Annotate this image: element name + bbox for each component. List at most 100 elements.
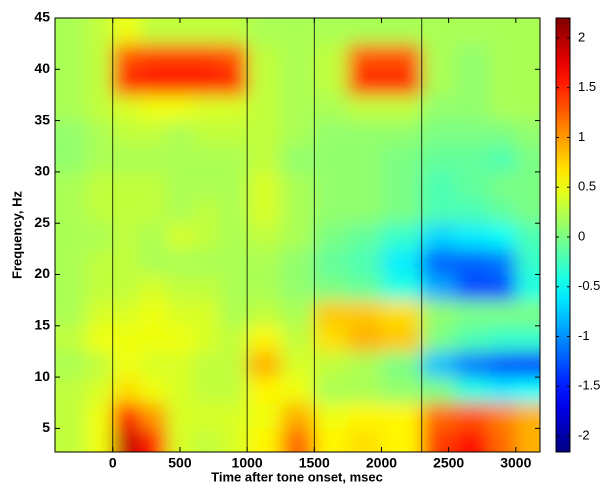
heatmap-cell	[455, 94, 490, 122]
heatmap-cell	[193, 197, 221, 224]
heatmap-cell	[347, 377, 382, 404]
heatmap-cell	[193, 43, 221, 70]
heatmap-cell	[139, 248, 168, 276]
heatmap-cell	[381, 402, 423, 429]
heatmap-cell	[314, 248, 349, 276]
heatmap-cell	[280, 377, 315, 404]
heatmap-cell	[515, 18, 540, 45]
heatmap-cell	[166, 94, 194, 122]
heatmap-cell	[488, 120, 517, 147]
heatmap-cell	[455, 402, 490, 429]
heatmap-cell	[314, 146, 349, 173]
heatmap-cell	[381, 171, 423, 199]
y-tick-label: 15	[34, 317, 50, 333]
heatmap-cell	[280, 248, 315, 276]
heatmap-cell	[220, 325, 248, 352]
heatmap-cell	[112, 300, 141, 327]
heatmap-cell	[85, 146, 114, 173]
heatmap-cell	[85, 120, 114, 147]
heatmap-cell	[381, 43, 423, 70]
heatmap-cell	[139, 146, 168, 173]
heatmap-cell	[488, 43, 517, 70]
heatmap-cell	[166, 428, 194, 452]
heatmap-cell	[381, 325, 423, 352]
heatmap-cell	[421, 94, 456, 122]
heatmap-cell	[166, 120, 194, 147]
heatmap-cell	[455, 197, 490, 224]
heatmap-cell	[421, 351, 456, 378]
heatmap-cell	[112, 197, 141, 224]
x-tick-label: 0	[109, 455, 117, 471]
heatmap-cell	[314, 43, 349, 70]
heatmap-cell	[314, 171, 349, 199]
heatmap-cell	[247, 351, 282, 378]
heatmap-cell	[421, 197, 456, 224]
heatmap-cell	[55, 300, 87, 327]
heatmap-cell	[314, 69, 349, 96]
heatmap-cell	[381, 274, 423, 301]
heatmap-cell	[488, 402, 517, 429]
heatmap-cell	[515, 300, 540, 327]
colorbar-tick-label: 0	[578, 228, 585, 243]
heatmap-cell	[139, 120, 168, 147]
heatmap-cell	[55, 248, 87, 276]
heatmap-cell	[421, 428, 456, 452]
heatmap-cell	[515, 248, 540, 276]
heatmap-cell	[220, 120, 248, 147]
heatmap-cell	[347, 120, 382, 147]
heatmap-cell	[347, 146, 382, 173]
heatmap-cell	[85, 69, 114, 96]
heatmap-cell	[280, 171, 315, 199]
heatmap-cell	[220, 18, 248, 45]
y-tick-label: 45	[34, 9, 50, 25]
colorbar-tick-label: -2	[578, 428, 590, 443]
heatmap-cell	[515, 146, 540, 173]
colorbar-tick-label: 1.5	[578, 79, 596, 94]
heatmap-cell	[166, 223, 194, 250]
heatmap-cell	[139, 377, 168, 404]
colorbar-tick-label: -1.5	[578, 378, 600, 393]
heatmap-cell	[280, 69, 315, 96]
heatmap-cell	[488, 69, 517, 96]
heatmap-cell	[247, 69, 282, 96]
heatmap-cell	[55, 94, 87, 122]
heatmap-cell	[314, 197, 349, 224]
heatmap-cell	[421, 18, 456, 45]
heatmap-cell	[515, 197, 540, 224]
heatmap-cell	[247, 120, 282, 147]
heatmap-cell	[55, 146, 87, 173]
heatmap-cell	[488, 223, 517, 250]
y-tick-label: 30	[34, 163, 50, 179]
heatmap-cell	[220, 43, 248, 70]
heatmap-cell	[347, 274, 382, 301]
heatmap-cell	[166, 248, 194, 276]
x-tick-label: 2000	[366, 455, 397, 471]
heatmap-cell	[347, 351, 382, 378]
heatmap-cell	[455, 43, 490, 70]
heatmap-cell	[166, 171, 194, 199]
heatmap-cell	[488, 300, 517, 327]
heatmap-cell	[220, 197, 248, 224]
heatmap-cell	[55, 325, 87, 352]
heatmap-cell	[55, 402, 87, 429]
heatmap-cell	[280, 146, 315, 173]
heatmap-cell	[193, 351, 221, 378]
heatmap-cell	[488, 351, 517, 378]
heatmap-cell	[381, 18, 423, 45]
heatmap-cell	[347, 43, 382, 70]
heatmap-cell	[314, 94, 349, 122]
heatmap-cell	[488, 274, 517, 301]
heatmap-cell	[85, 300, 114, 327]
heatmap-cell	[421, 69, 456, 96]
heatmap-cell	[55, 69, 87, 96]
heatmap-cell	[347, 18, 382, 45]
heatmap-cell	[112, 223, 141, 250]
heatmap-cell	[421, 146, 456, 173]
heatmap-cell	[347, 402, 382, 429]
heatmap-cell	[55, 43, 87, 70]
heatmap-cell	[85, 43, 114, 70]
colorbar-tick-label: -1	[578, 328, 590, 343]
heatmap-cell	[193, 274, 221, 301]
heatmap-cell	[314, 120, 349, 147]
heatmap-cell	[280, 300, 315, 327]
